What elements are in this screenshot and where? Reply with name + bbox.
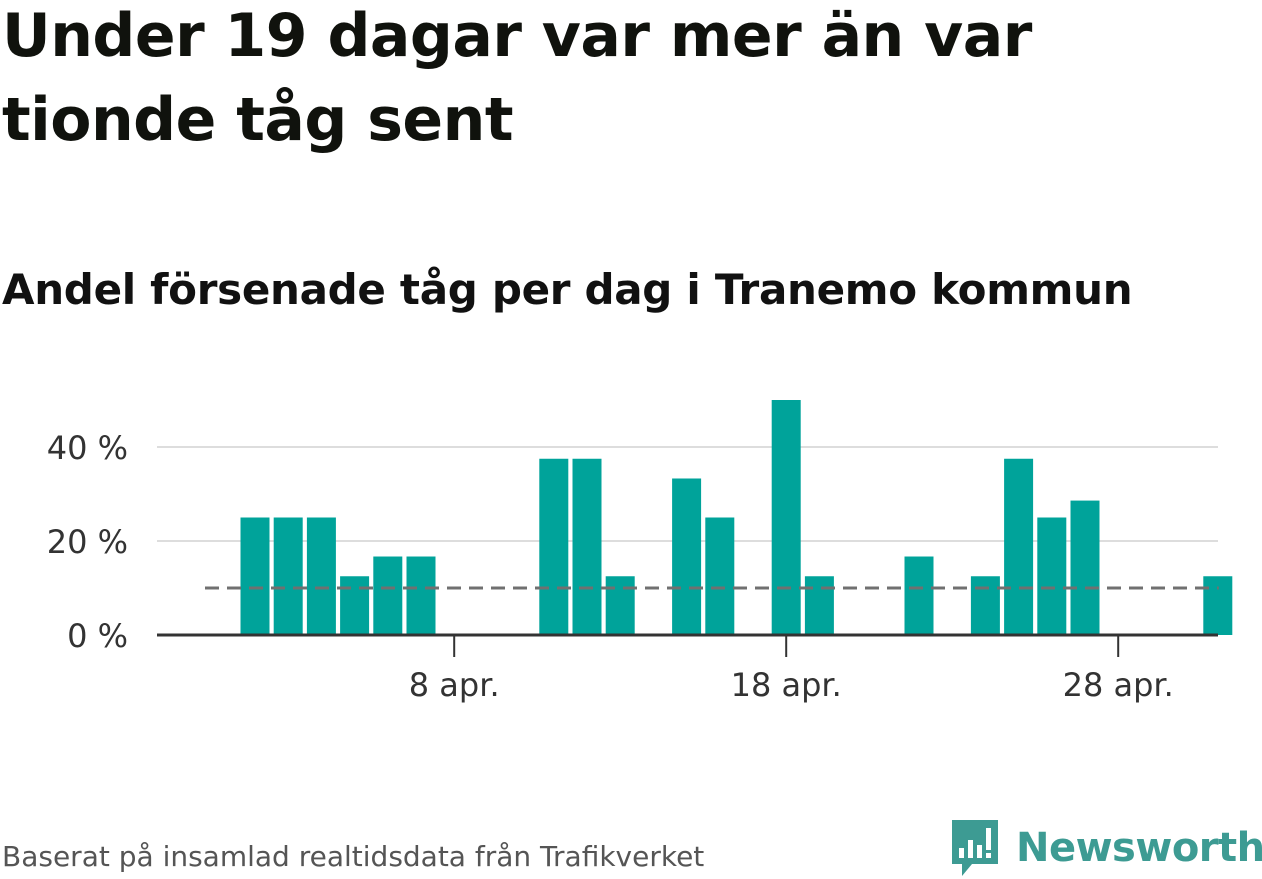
chart-subtitle: Andel försenade tåg per dag i Tranemo ko… [2, 265, 1133, 314]
source-note: Baserat på insamlad realtidsdata från Tr… [2, 840, 705, 873]
bar [804, 576, 834, 635]
y-axis-labels: 0 % 20 % 40 % [47, 429, 128, 655]
bar [1004, 458, 1034, 635]
bar [340, 576, 370, 635]
bar [406, 556, 436, 635]
bar [240, 517, 270, 635]
chart-title: Under 19 dagar var mer än var tionde tåg… [2, 1, 1032, 155]
x-tick-label: 18 apr. [731, 666, 842, 704]
bar [1037, 517, 1067, 635]
bar [904, 556, 934, 635]
bar [771, 400, 801, 635]
bar [1070, 500, 1100, 635]
bar [306, 517, 336, 635]
bar [373, 556, 403, 635]
newsworthy-logo-icon [952, 820, 998, 876]
y-tick-label: 0 % [67, 617, 128, 655]
x-axis-labels: 8 apr. 18 apr. 28 apr. [409, 666, 1174, 704]
bar [1203, 576, 1233, 635]
bar [672, 478, 702, 635]
bar [539, 458, 569, 635]
bar [605, 576, 635, 635]
brand-name: Newsworthy [1016, 825, 1262, 871]
x-tick-label: 28 apr. [1063, 666, 1174, 704]
y-tick-label: 20 % [47, 523, 128, 561]
bar [970, 576, 1000, 635]
y-tick-label: 40 % [47, 429, 128, 467]
x-axis [157, 633, 1218, 657]
brand-logo: Newsworthy [950, 818, 1262, 878]
x-tick-label: 8 apr. [409, 666, 500, 704]
bars [240, 400, 1233, 635]
bar [705, 517, 735, 635]
bar [572, 458, 602, 635]
bar [273, 517, 303, 635]
